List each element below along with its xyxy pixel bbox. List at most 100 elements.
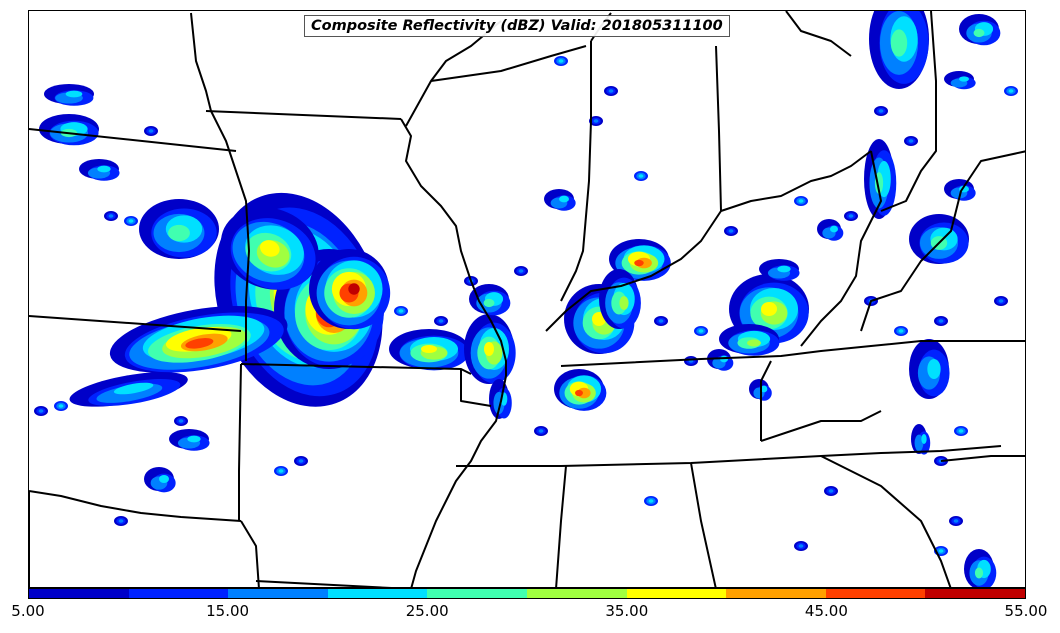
ia-ne-border xyxy=(190,12,250,361)
nc-sc-border xyxy=(940,455,1025,462)
echo-contour xyxy=(168,224,190,242)
echo-contour xyxy=(619,296,629,310)
echo-speck xyxy=(58,404,64,408)
echo-contour xyxy=(421,345,437,353)
colorbar-tick-label: 5.00 xyxy=(11,602,45,620)
echo-contour xyxy=(634,259,644,267)
mississippi-river-north xyxy=(400,118,507,376)
storm-cell xyxy=(609,239,671,281)
storm-cell xyxy=(44,84,94,106)
radar-map xyxy=(29,11,1025,587)
storm-cell xyxy=(220,207,319,290)
storm-cell xyxy=(719,324,780,356)
mississippi-river-south xyxy=(410,375,507,587)
ga-sc-border xyxy=(820,455,952,587)
ms-al-border xyxy=(555,465,567,587)
storm-cell xyxy=(869,11,929,89)
echo-speck xyxy=(593,119,599,123)
state-boundaries xyxy=(29,11,1025,587)
echo-speck xyxy=(658,319,664,323)
wi-il-border xyxy=(430,45,587,82)
echo-speck xyxy=(728,229,734,233)
echo-speck xyxy=(998,299,1004,303)
echo-speck xyxy=(148,129,154,133)
echo-contour xyxy=(747,339,761,347)
echo-contour xyxy=(927,359,941,379)
colorbar-tick-label: 25.00 xyxy=(405,602,449,620)
echo-speck xyxy=(538,429,544,433)
echo-contour xyxy=(830,225,838,233)
echo-contour xyxy=(760,385,768,393)
echo-contour xyxy=(959,76,969,82)
echo-speck xyxy=(38,409,44,413)
al-ga-border xyxy=(690,462,717,587)
oh-wv-border xyxy=(880,11,937,212)
echo-contour xyxy=(185,338,214,349)
echo-speck xyxy=(108,214,114,218)
storm-cell xyxy=(69,372,188,407)
ky-tn-border xyxy=(560,340,1025,367)
echo-contour xyxy=(761,302,777,316)
echo-contour xyxy=(484,342,494,356)
echo-speck xyxy=(938,319,944,323)
echo-speck xyxy=(298,459,304,463)
wi-west-border xyxy=(405,20,502,127)
storm-cell xyxy=(817,219,844,241)
echo-speck xyxy=(908,139,914,143)
echo-speck xyxy=(178,419,184,423)
echo-contour xyxy=(97,165,111,173)
echo-speck xyxy=(398,309,404,313)
echo-speck xyxy=(953,519,959,523)
echo-speck xyxy=(848,214,854,218)
echo-speck xyxy=(898,329,904,333)
storm-cell xyxy=(39,114,99,146)
echo-speck xyxy=(638,174,644,178)
storm-cell xyxy=(959,14,1001,46)
echo-speck xyxy=(518,269,524,273)
va-wv-border xyxy=(860,150,1025,332)
storm-cell xyxy=(79,159,120,181)
storm-cell xyxy=(544,189,576,211)
echo-contour xyxy=(348,283,360,295)
echo-speck xyxy=(438,319,444,323)
tn-nc-border xyxy=(760,410,882,442)
storm-cell xyxy=(864,139,897,219)
mo-ar-border xyxy=(460,369,492,407)
echo-speck xyxy=(938,549,944,553)
echo-speck xyxy=(118,519,124,523)
ohio-river xyxy=(545,150,872,332)
map-panel xyxy=(28,10,1026,588)
echo-contour xyxy=(890,29,908,57)
ar-la-border xyxy=(255,580,392,587)
echo-contour xyxy=(559,195,569,203)
ky-tn-east xyxy=(760,360,772,441)
ne-ks-border xyxy=(29,315,242,332)
colorbar-segment xyxy=(925,589,1025,598)
storm-cell xyxy=(469,284,511,316)
echo-contour xyxy=(65,90,83,98)
storm-cell xyxy=(389,329,469,371)
echo-speck xyxy=(698,329,704,333)
echo-speck xyxy=(608,89,614,93)
storm-cell xyxy=(707,349,734,371)
echo-speck xyxy=(798,199,804,203)
in-oh-border xyxy=(715,45,722,212)
colorbar-segment xyxy=(427,589,527,598)
storm-cell xyxy=(139,199,219,259)
storm-cell xyxy=(464,314,516,384)
echo-speck xyxy=(878,109,884,113)
ia-mo-border xyxy=(205,110,402,120)
il-in-border xyxy=(560,41,592,302)
storm-cell xyxy=(911,424,931,455)
ok-ar-border xyxy=(238,363,242,521)
michigan-border xyxy=(785,11,852,57)
colorbar-labels: 5.00 15.00 25.00 35.00 45.00 55.00 xyxy=(0,602,1060,622)
storm-cell xyxy=(909,339,950,399)
storm-cell xyxy=(599,269,641,329)
storm-cell xyxy=(964,549,997,587)
echo-contour xyxy=(260,240,280,257)
reflectivity-echoes xyxy=(34,11,1018,587)
echo-contour xyxy=(777,265,791,273)
colorbar-tick-label: 15.00 xyxy=(206,602,250,620)
storm-cell xyxy=(759,259,800,281)
